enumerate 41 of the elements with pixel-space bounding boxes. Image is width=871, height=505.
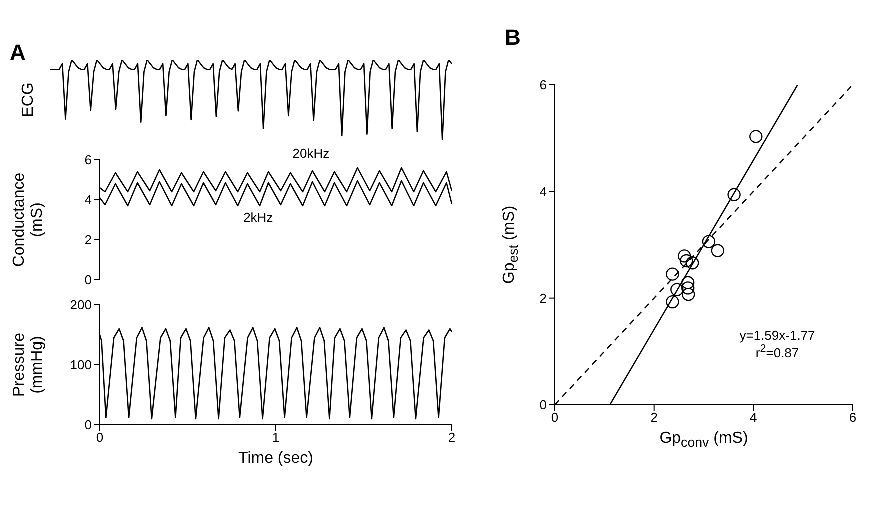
y-tick-label: 4 (540, 184, 547, 200)
point (680, 254, 694, 268)
point (678, 250, 692, 263)
x-axis-title: Time (sec) (238, 450, 314, 468)
x-tick-label: 0 (551, 410, 559, 426)
y-axis-title: Pressure (mmHg) (11, 332, 47, 400)
x-tick-label: 1 (272, 430, 280, 446)
y-tick-label: 200 (70, 298, 92, 313)
y-axis-title: ECG (20, 82, 37, 118)
y-tick-label: 4 (84, 192, 92, 208)
x-tick-label: 2 (650, 410, 658, 426)
point (682, 276, 695, 290)
point (702, 235, 716, 248)
y-tick-label: 0 (540, 398, 547, 413)
x-tick-label: 4 (750, 410, 758, 426)
point (711, 244, 725, 258)
series-label: 20kHz (292, 146, 330, 161)
point (750, 130, 763, 144)
y-tick-label: 2 (84, 232, 92, 248)
point (728, 188, 741, 202)
y-axis-title: Conductance (mS) (11, 172, 47, 270)
y-tick-label: 6 (540, 78, 547, 93)
annotation: y=1.59x-1.77 (740, 328, 816, 344)
x-tick-label: 2 (448, 430, 456, 446)
y-tick-label: 6 (84, 152, 92, 168)
point (666, 295, 680, 309)
chart-title: B (505, 25, 521, 51)
chart-title: A (10, 40, 26, 66)
x-axis-title: Gp$_{conv}$ (mS) (660, 430, 748, 450)
y-tick-label: 100 (70, 358, 92, 373)
y-tick-label: 2 (540, 290, 547, 306)
point (682, 288, 696, 302)
annotation: r$^{2}$=0.87 (754, 343, 800, 361)
point (686, 256, 700, 270)
y-tick-label: 0 (84, 272, 92, 288)
point (682, 282, 695, 295)
point (666, 268, 680, 281)
x-tick-label: 6 (849, 410, 857, 426)
point (670, 283, 684, 296)
x-tick-label: 0 (96, 430, 104, 446)
series-label: 2kHz (244, 210, 274, 225)
